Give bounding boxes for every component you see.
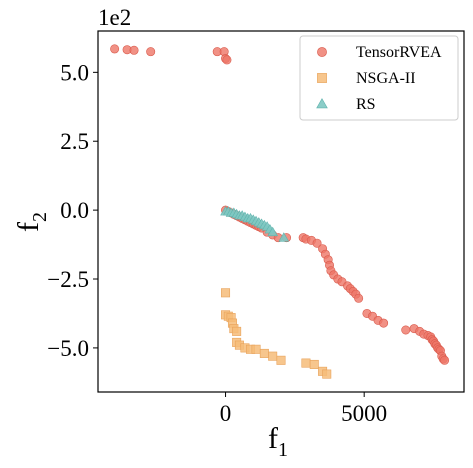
data-point-circle-0 [110, 44, 120, 54]
legend: TensorRVEA NSGA-II RS [299, 35, 459, 121]
data-point-triangle-18 [278, 232, 290, 242]
data-point-circle-42 [354, 293, 364, 303]
y-tick-label: −2.5 [47, 267, 89, 292]
data-point-square-11 [251, 344, 261, 354]
y-offset-label: 1e2 [98, 5, 131, 30]
data-point-square-15 [301, 358, 311, 368]
data-point-circle-62 [440, 355, 450, 365]
data-point-circle-46 [379, 318, 389, 328]
data-point-square-18 [322, 369, 332, 379]
y-tick-label: 2.5 [60, 129, 89, 154]
legend-label: NSGA-II [356, 70, 416, 87]
data-point-square-12 [259, 348, 269, 358]
data-point-square-0 [221, 288, 231, 298]
data-point-circle-47 [401, 325, 411, 335]
y-tick-label: 0.0 [60, 198, 89, 223]
data-point-square-6 [232, 326, 242, 336]
x-axis-label: f1 [268, 422, 288, 461]
series-square [221, 288, 332, 379]
data-point-circle-29 [312, 238, 322, 248]
data-point-square-16 [309, 359, 319, 369]
data-point-square-13 [268, 351, 278, 361]
x-tick-label: 0 [220, 401, 232, 426]
x-tick-label: 5000 [341, 401, 387, 426]
y-axis-label-subscript: 2 [29, 212, 51, 222]
y-axis-label: f2 [12, 212, 51, 232]
y-axis-label-main: f [12, 222, 45, 232]
x-axis-label-main: f [268, 422, 278, 455]
series-triangle [220, 206, 290, 242]
data-point-circle-2 [129, 45, 139, 55]
legend-marker-triangle [316, 98, 328, 109]
data-point-circle-7 [222, 55, 232, 65]
legend-marker-circle [317, 47, 327, 57]
plot-frame [97, 30, 465, 393]
legend-box [299, 35, 459, 121]
legend-label: TensorRVEA [356, 44, 442, 61]
x-axis-label-subscript: 1 [278, 439, 288, 461]
legend-label: RS [356, 96, 376, 113]
y-tick-label: −5.0 [47, 336, 89, 361]
legend-marker-square [317, 73, 327, 83]
y-axis-ticks: −5.0 −2.5 0.0 2.5 5.0 [47, 60, 98, 361]
y-tick-label: 5.0 [60, 60, 89, 85]
x-axis-ticks: 0 5000 [220, 392, 387, 426]
data-point-circle-3 [146, 47, 156, 57]
data-points [110, 44, 450, 379]
data-point-square-14 [276, 355, 286, 365]
data-point-triangle-17 [267, 226, 279, 237]
